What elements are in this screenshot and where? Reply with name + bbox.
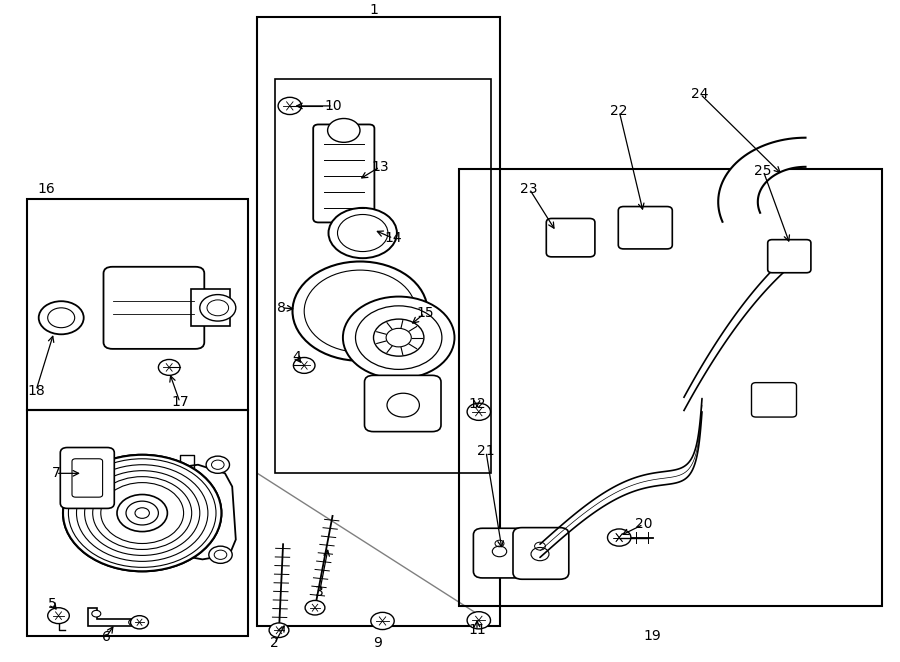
Circle shape [492, 546, 507, 557]
Text: 9: 9 [374, 636, 382, 651]
Text: 19: 19 [644, 628, 662, 643]
Circle shape [608, 529, 631, 546]
Text: 18: 18 [27, 383, 45, 398]
Text: 8: 8 [277, 301, 286, 315]
Circle shape [278, 97, 302, 115]
Bar [27, 410, 248, 636]
Circle shape [467, 612, 491, 629]
Text: 23: 23 [520, 181, 538, 196]
FancyBboxPatch shape [618, 207, 672, 249]
Circle shape [328, 118, 360, 142]
Circle shape [126, 501, 158, 525]
Circle shape [200, 295, 236, 321]
Text: 6: 6 [102, 630, 111, 644]
Circle shape [374, 319, 424, 356]
FancyBboxPatch shape [60, 448, 114, 508]
Circle shape [63, 455, 221, 571]
FancyBboxPatch shape [513, 528, 569, 579]
Text: 11: 11 [468, 623, 486, 638]
Text: 1: 1 [369, 3, 378, 17]
Text: 12: 12 [468, 397, 486, 411]
Circle shape [214, 550, 227, 559]
Circle shape [39, 301, 84, 334]
FancyBboxPatch shape [364, 375, 441, 432]
Circle shape [328, 208, 397, 258]
Circle shape [343, 297, 454, 379]
Circle shape [130, 616, 148, 629]
Circle shape [48, 608, 69, 624]
Circle shape [467, 403, 491, 420]
FancyBboxPatch shape [104, 267, 204, 349]
Text: 13: 13 [371, 160, 389, 174]
Text: 15: 15 [416, 306, 434, 320]
Polygon shape [718, 138, 806, 222]
FancyBboxPatch shape [752, 383, 796, 417]
Text: 5: 5 [48, 596, 57, 611]
FancyBboxPatch shape [768, 240, 811, 273]
FancyBboxPatch shape [546, 218, 595, 257]
FancyBboxPatch shape [473, 528, 527, 578]
Circle shape [212, 460, 224, 469]
Circle shape [293, 357, 315, 373]
Text: 10: 10 [324, 99, 342, 113]
Text: 4: 4 [292, 350, 302, 365]
Bar [274, 79, 490, 473]
Bar [27, 199, 248, 410]
Text: 2: 2 [270, 636, 279, 651]
Text: 22: 22 [610, 104, 628, 118]
Circle shape [129, 619, 138, 626]
FancyBboxPatch shape [72, 459, 103, 497]
Circle shape [63, 455, 221, 571]
Polygon shape [191, 289, 230, 326]
Circle shape [117, 495, 167, 532]
Circle shape [158, 359, 180, 375]
Text: 21: 21 [477, 444, 495, 459]
Circle shape [609, 530, 629, 545]
Circle shape [305, 600, 325, 615]
Polygon shape [88, 608, 140, 626]
Text: 3: 3 [315, 585, 324, 600]
Circle shape [92, 610, 101, 617]
Text: 25: 25 [754, 164, 772, 178]
Circle shape [209, 546, 232, 563]
Text: 17: 17 [171, 395, 189, 410]
Circle shape [269, 623, 289, 638]
FancyBboxPatch shape [313, 124, 374, 222]
Text: 7: 7 [51, 466, 60, 481]
Circle shape [206, 456, 230, 473]
Text: 16: 16 [38, 182, 56, 197]
Circle shape [135, 508, 149, 518]
Polygon shape [160, 465, 236, 559]
Bar [459, 169, 882, 606]
Text: 24: 24 [691, 87, 709, 101]
Circle shape [531, 547, 549, 561]
Bar [256, 17, 500, 626]
Circle shape [386, 328, 411, 347]
Circle shape [371, 612, 394, 630]
Text: 20: 20 [634, 517, 652, 532]
Text: 14: 14 [384, 231, 402, 246]
Circle shape [292, 261, 428, 361]
